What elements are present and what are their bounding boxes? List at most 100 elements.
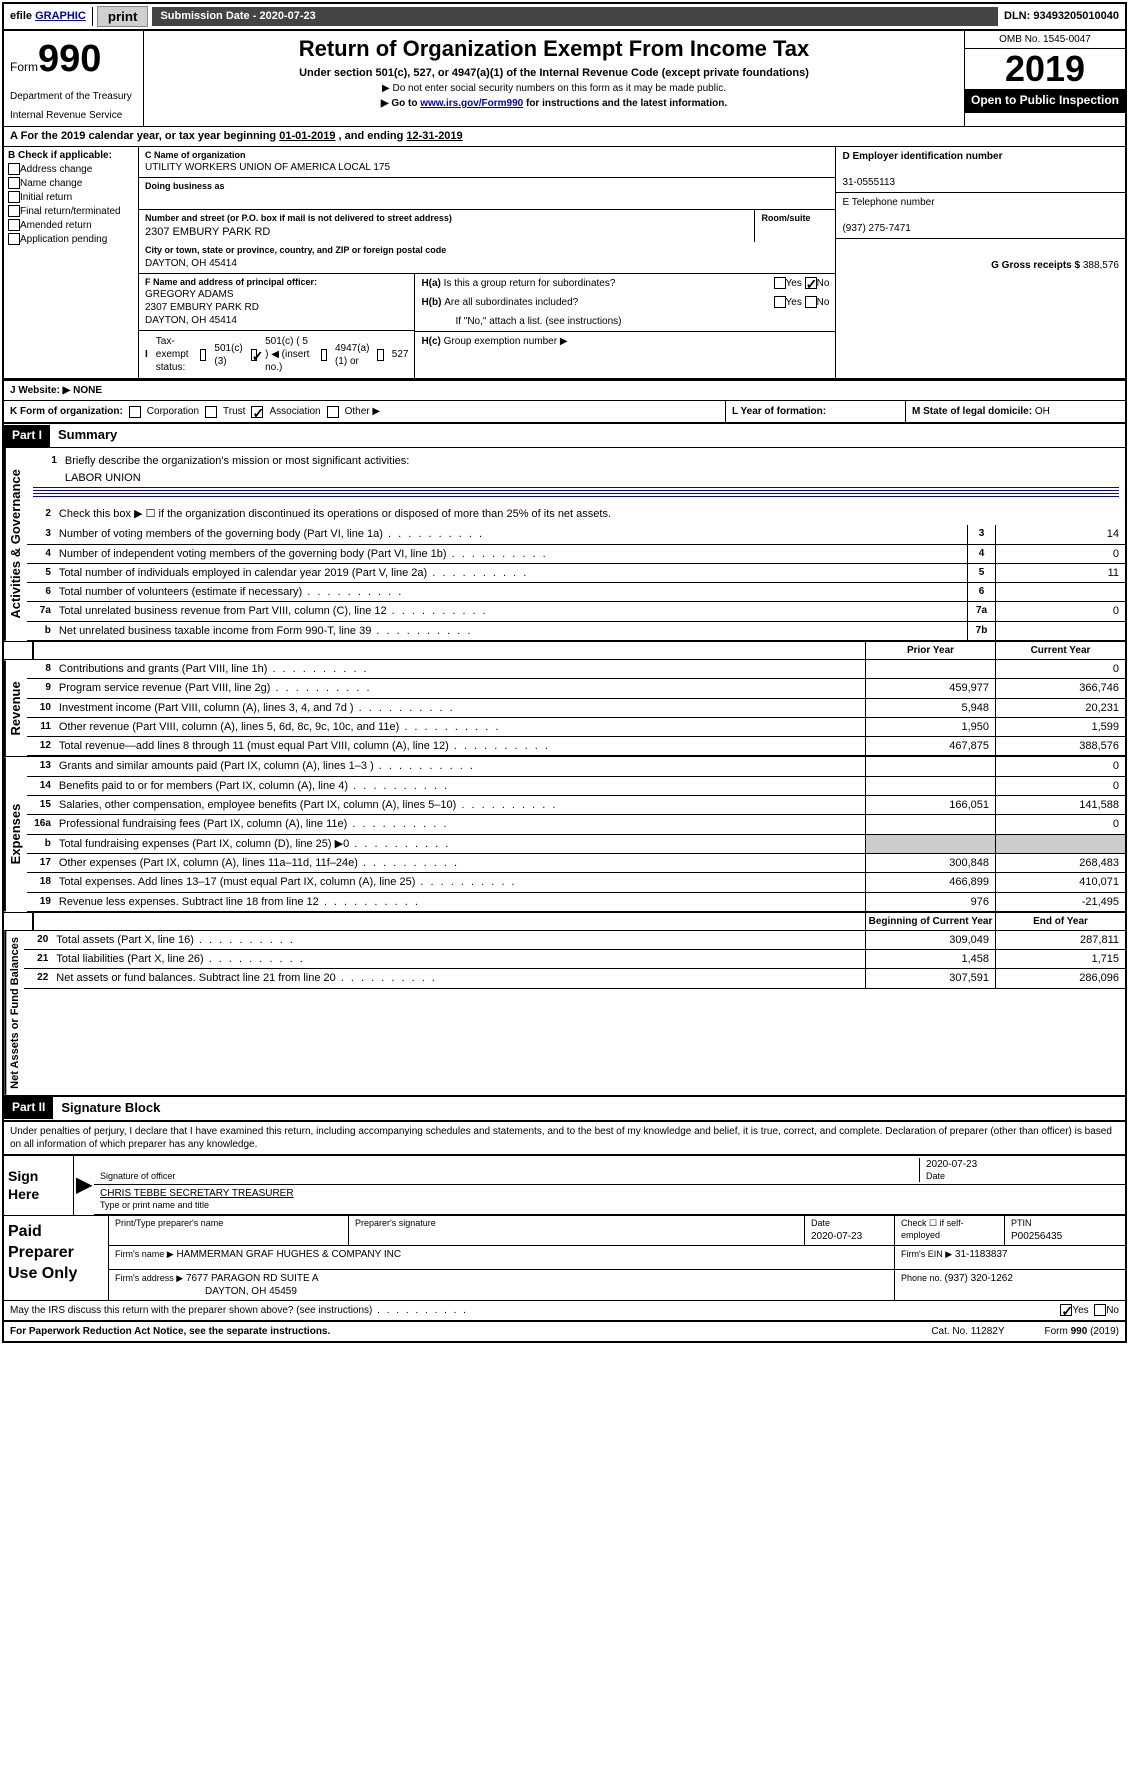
chk-501c[interactable] xyxy=(251,349,257,361)
line-num: 5 xyxy=(27,564,55,582)
org-name: UTILITY WORKERS UNION OF AMERICA LOCAL 1… xyxy=(145,161,829,174)
line-num: 11 xyxy=(27,718,55,736)
legal-domicile: M State of legal domicile: OH xyxy=(905,401,1125,422)
prior-value xyxy=(865,815,995,833)
dln: DLN: 93493205010040 xyxy=(998,7,1125,25)
city-state-zip: DAYTON, OH 45414 xyxy=(145,257,829,270)
part2-title: Signature Block xyxy=(53,1097,168,1120)
omb-number: OMB No. 1545-0047 xyxy=(965,31,1125,49)
section-c: C Name of organizationUTILITY WORKERS UN… xyxy=(139,147,836,379)
chk-hb-no[interactable] xyxy=(805,296,817,308)
dept-irs: Internal Revenue Service xyxy=(10,109,137,122)
prior-value xyxy=(865,660,995,678)
line-num: 8 xyxy=(27,660,55,678)
line-num: 4 xyxy=(27,545,55,563)
line-text: Number of independent voting members of … xyxy=(55,545,967,563)
line-box: 5 xyxy=(967,564,995,582)
line-value: 0 xyxy=(995,545,1125,563)
chk-ha-yes[interactable] xyxy=(774,277,786,289)
line-value: 11 xyxy=(995,564,1125,582)
line-text: Investment income (Part VIII, column (A)… xyxy=(55,699,865,717)
chk-trust[interactable] xyxy=(205,406,217,418)
chk-hb-yes[interactable] xyxy=(774,296,786,308)
note-link: ▶ Go to www.irs.gov/Form990 for instruct… xyxy=(150,97,958,110)
current-value: 366,746 xyxy=(995,679,1125,697)
line-text: Contributions and grants (Part VIII, lin… xyxy=(55,660,865,678)
form-subtitle: Under section 501(c), 527, or 4947(a)(1)… xyxy=(150,66,958,80)
current-value xyxy=(995,835,1125,853)
current-value: 388,576 xyxy=(995,737,1125,755)
line-num: 21 xyxy=(24,950,52,968)
cat-number: Cat. No. 11282Y xyxy=(931,1325,1004,1338)
chk-app-pending[interactable] xyxy=(8,233,20,245)
line-num: 12 xyxy=(27,737,55,755)
chk-ha-no[interactable] xyxy=(805,277,817,289)
chk-corp[interactable] xyxy=(129,406,141,418)
line-text: Total revenue—add lines 8 through 11 (mu… xyxy=(55,737,865,755)
current-value: 1,599 xyxy=(995,718,1125,736)
line-num: b xyxy=(27,622,55,640)
chk-501c3[interactable] xyxy=(200,349,206,361)
sig-date: 2020-07-23 xyxy=(926,1158,1119,1171)
line-num: 22 xyxy=(24,969,52,987)
chk-final-return[interactable] xyxy=(8,205,20,217)
current-year-header: Current Year xyxy=(995,642,1125,659)
line-value: 0 xyxy=(995,602,1125,620)
prior-value xyxy=(865,835,995,853)
efile-label: efile GRAPHIC xyxy=(4,7,93,25)
line-text: Total liabilities (Part X, line 26) xyxy=(52,950,865,968)
website-row: J Website: ▶ NONE xyxy=(4,380,1125,401)
form-number: Form990 xyxy=(10,35,137,84)
current-value: 268,483 xyxy=(995,854,1125,872)
line-text: Other expenses (Part IX, column (A), lin… xyxy=(55,854,865,872)
officer-printed-name: CHRIS TEBBE SECRETARY TREASURER xyxy=(100,1187,1119,1200)
firm-ein: 31-1183837 xyxy=(955,1249,1008,1260)
prior-value xyxy=(865,757,995,775)
chk-initial-return[interactable] xyxy=(8,191,20,203)
chk-address-change[interactable] xyxy=(8,163,20,175)
vert-activities-governance: Activities & Governance xyxy=(4,448,27,641)
tax-exempt-status: I Tax-exempt status: 501(c)(3) 501(c) ( … xyxy=(139,330,414,378)
prior-value: 300,848 xyxy=(865,854,995,872)
note-ssn: ▶ Do not enter social security numbers o… xyxy=(150,82,958,95)
line-text: Program service revenue (Part VIII, line… xyxy=(55,679,865,697)
mission-text: LABOR UNION xyxy=(33,471,1119,485)
submission-bar: Submission Date - 2020-07-23 xyxy=(152,7,998,25)
line-box: 4 xyxy=(967,545,995,563)
chk-discuss-yes[interactable] xyxy=(1060,1304,1072,1316)
line-text: Total number of volunteers (estimate if … xyxy=(55,583,967,601)
chk-other[interactable] xyxy=(327,406,339,418)
current-value: 0 xyxy=(995,777,1125,795)
line-num: b xyxy=(27,835,55,853)
chk-527[interactable] xyxy=(377,349,383,361)
line-text: Total fundraising expenses (Part IX, col… xyxy=(55,835,865,853)
form-footer: Form 990 (2019) xyxy=(1045,1325,1119,1338)
ptin: P00256435 xyxy=(1011,1230,1119,1243)
part2-header: Part II xyxy=(4,1097,53,1119)
current-value: 0 xyxy=(995,660,1125,678)
line-num: 19 xyxy=(27,893,55,911)
line-value xyxy=(995,622,1125,640)
form-title: Return of Organization Exempt From Incom… xyxy=(150,35,958,64)
chk-assoc[interactable] xyxy=(251,406,263,418)
chk-4947[interactable] xyxy=(321,349,327,361)
perjury-text: Under penalties of perjury, I declare th… xyxy=(4,1121,1125,1154)
sign-here-label: Sign Here xyxy=(4,1156,74,1215)
line2-text: Check this box ▶ ☐ if the organization d… xyxy=(55,505,1125,523)
boy-header: Beginning of Current Year xyxy=(865,913,995,930)
graphic-link[interactable]: GRAPHIC xyxy=(35,10,86,22)
part1-header: Part I xyxy=(4,425,50,447)
line-box: 3 xyxy=(967,525,995,543)
chk-discuss-no[interactable] xyxy=(1094,1304,1106,1316)
irs-link[interactable]: www.irs.gov/Form990 xyxy=(420,98,523,109)
top-bar: efile GRAPHIC print Submission Date - 20… xyxy=(4,4,1125,31)
line-text: Total expenses. Add lines 13–17 (must eq… xyxy=(55,873,865,891)
form-header: Form990 Department of the Treasury Inter… xyxy=(4,31,1125,127)
print-button[interactable]: print xyxy=(97,6,149,27)
line-num: 7a xyxy=(27,602,55,620)
chk-amended[interactable] xyxy=(8,219,20,231)
hb-note: If "No," attach a list. (see instruction… xyxy=(455,315,621,328)
chk-name-change[interactable] xyxy=(8,177,20,189)
line-box: 7b xyxy=(967,622,995,640)
line-box: 6 xyxy=(967,583,995,601)
